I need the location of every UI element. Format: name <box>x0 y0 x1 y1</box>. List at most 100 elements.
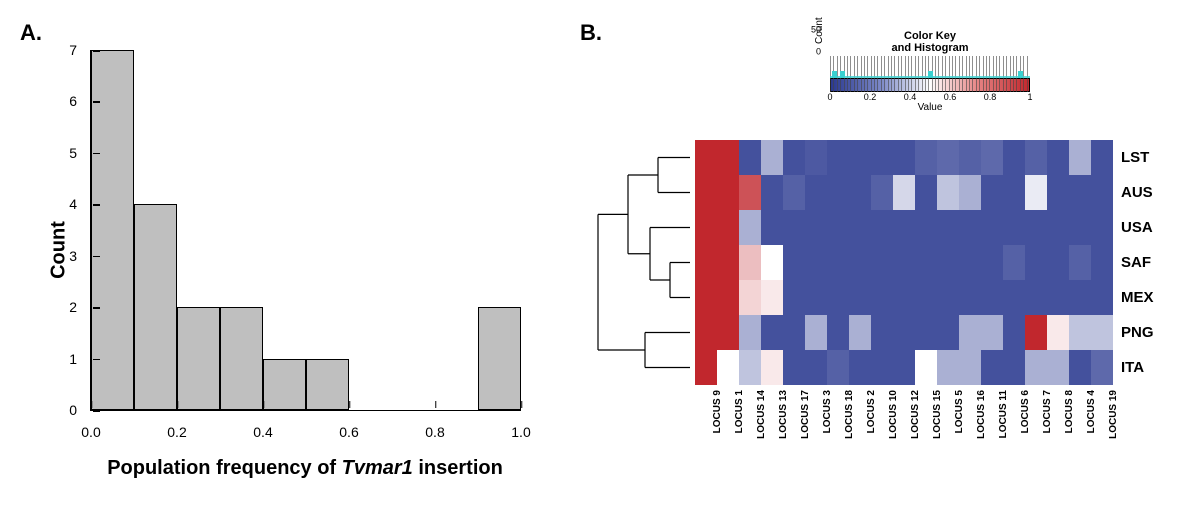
heatmap-cell <box>893 350 915 385</box>
heatmap-cell <box>915 175 937 210</box>
row-dendrogram <box>580 140 690 385</box>
colorkey-stripe <box>1027 56 1028 92</box>
heatmap-cell <box>717 280 739 315</box>
colorkey-stripe <box>999 56 1000 92</box>
heatmap-cell <box>937 175 959 210</box>
heatmap-cell <box>761 210 783 245</box>
heatmap-cell <box>783 245 805 280</box>
heatmap-cell <box>695 140 717 175</box>
heatmap-cell <box>981 350 1003 385</box>
heatmap-cell <box>959 210 981 245</box>
color-key-xlabel: Value <box>800 102 1060 113</box>
colorkey-stripe <box>976 56 977 92</box>
colorkey-stripe <box>864 56 865 92</box>
heatmap-cell <box>915 280 937 315</box>
row-label: PNG <box>1121 315 1154 350</box>
col-label: LOCUS 8 <box>1064 390 1075 433</box>
row-label: ITA <box>1121 350 1154 385</box>
histogram-bar <box>478 307 521 410</box>
row-label: MEX <box>1121 280 1154 315</box>
colorkey-stripe <box>1023 56 1024 92</box>
heatmap-cell <box>717 210 739 245</box>
colorkey-stripe <box>918 56 919 92</box>
col-label: LOCUS 1 <box>734 390 745 433</box>
heatmap-cell <box>805 210 827 245</box>
colorkey-stripe <box>861 56 862 92</box>
x-tick: 0.6 <box>339 410 358 440</box>
colorkey-stripe <box>888 56 889 92</box>
colorkey-stripe <box>925 56 926 92</box>
histogram-bar <box>177 307 220 410</box>
heatmap-cell <box>739 140 761 175</box>
heatmap-cell <box>1025 245 1047 280</box>
heatmap-cell <box>871 175 893 210</box>
col-label: LOCUS 15 <box>932 390 943 439</box>
colorkey-xtick: 0.2 <box>864 92 877 102</box>
heatmap-cell <box>1069 350 1091 385</box>
heatmap-cell <box>1003 140 1025 175</box>
heatmap-cell <box>981 210 1003 245</box>
x-axis-label-prefix: Population frequency of <box>107 457 341 479</box>
col-label: LOCUS 14 <box>756 390 767 439</box>
row-label: SAF <box>1121 245 1154 280</box>
x-axis-label-italic: Tvmar1 <box>342 457 413 479</box>
colorkey-xtick: 0.6 <box>944 92 957 102</box>
colorkey-stripe <box>983 56 984 92</box>
heatmap-cell <box>761 245 783 280</box>
colorkey-ytick: 0 <box>816 48 824 57</box>
heatmap-cell <box>695 315 717 350</box>
panel-a: A. 012345670.00.20.40.60.81.0 Count Popu… <box>20 20 540 480</box>
histogram-bar <box>306 359 349 410</box>
colorkey-stripe <box>966 56 967 92</box>
heatmap-wrap: LSTAUSUSASAFMEXPNGITA LOCUS 9LOCUS 1LOCU… <box>580 140 1180 450</box>
heatmap-cell <box>827 315 849 350</box>
heatmap-cell <box>805 315 827 350</box>
heatmap-cell <box>1047 280 1069 315</box>
heatmap-cell <box>827 280 849 315</box>
col-label: LOCUS 19 <box>1108 390 1119 439</box>
heatmap-cell <box>783 210 805 245</box>
heatmap-cell <box>915 315 937 350</box>
heatmap-cell <box>827 175 849 210</box>
heatmap-cell <box>981 315 1003 350</box>
heatmap-cell <box>805 350 827 385</box>
row-label: LST <box>1121 140 1154 175</box>
heatmap-cell <box>937 350 959 385</box>
colorkey-stripe <box>993 56 994 92</box>
heatmap-cell <box>739 315 761 350</box>
colorkey-stripe <box>905 56 906 92</box>
row-label: AUS <box>1121 175 1154 210</box>
figure: A. 012345670.00.20.40.60.81.0 Count Popu… <box>20 20 1180 480</box>
heatmap-cell <box>1091 140 1113 175</box>
heatmap-cell <box>871 315 893 350</box>
heatmap-cell <box>783 315 805 350</box>
colorkey-stripe <box>962 56 963 92</box>
colorkey-stripe <box>854 56 855 92</box>
heatmap-cell <box>827 350 849 385</box>
colorkey-stripe <box>857 56 858 92</box>
heatmap-cell <box>695 175 717 210</box>
colorkey-stripe <box>935 56 936 92</box>
col-label: LOCUS 18 <box>844 390 855 439</box>
colorkey-stripe <box>850 56 851 92</box>
col-label: LOCUS 7 <box>1042 390 1053 433</box>
heatmap-cell <box>1003 315 1025 350</box>
heatmap-cell <box>893 175 915 210</box>
heatmap-cell <box>783 280 805 315</box>
heatmap-cell <box>871 350 893 385</box>
heatmap-cell <box>827 210 849 245</box>
y-tick: 7 <box>69 42 91 58</box>
row-label: USA <box>1121 210 1154 245</box>
colorkey-stripe <box>979 56 980 92</box>
heatmap-cell <box>1003 210 1025 245</box>
histogram-bar <box>91 50 134 410</box>
heatmap-cell <box>893 315 915 350</box>
heatmap-cell <box>893 210 915 245</box>
col-label: LOCUS 11 <box>998 390 1009 438</box>
heatmap-cell <box>1069 210 1091 245</box>
x-tick: 0.8 <box>425 410 444 440</box>
heatmap-cell <box>915 140 937 175</box>
colorkey-stripe <box>949 56 950 92</box>
col-label: LOCUS 10 <box>888 390 899 439</box>
x-tick: 0.4 <box>253 410 272 440</box>
